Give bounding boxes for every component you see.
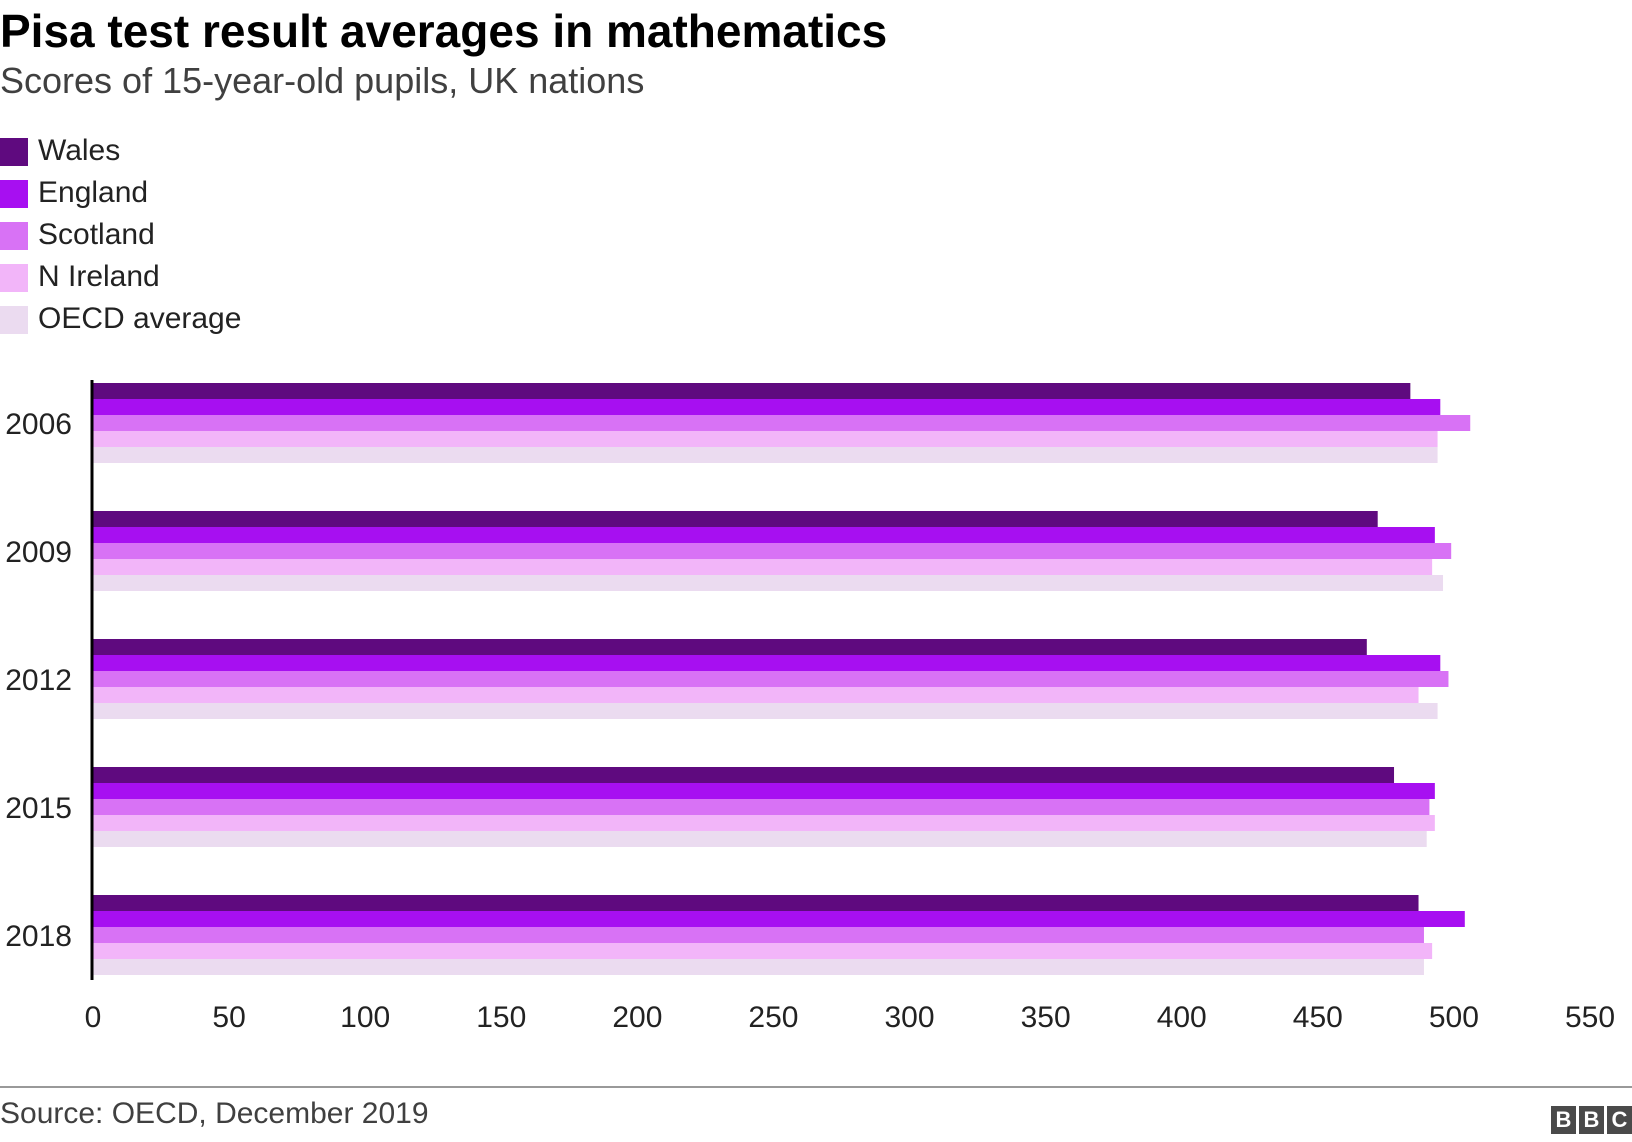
bar-n-ireland-2012: [93, 687, 1419, 703]
bbc-logo-letter: B: [1579, 1106, 1604, 1134]
bar-scotland-2009: [93, 543, 1452, 559]
bar-scotland-2018: [93, 927, 1424, 943]
x-tick-label: 350: [1021, 1001, 1071, 1034]
x-tick-label: 100: [340, 1001, 390, 1034]
x-tick-label: 250: [748, 1001, 798, 1034]
bar-scotland-2015: [93, 799, 1430, 815]
bar-scotland-2006: [93, 415, 1471, 431]
bar-wales-2006: [93, 383, 1411, 399]
y-tick-label: 2006: [5, 408, 72, 441]
bar-wales-2012: [93, 639, 1367, 655]
y-tick-label: 2018: [5, 920, 72, 953]
chart-subtitle: Scores of 15-year-old pupils, UK nations: [0, 60, 645, 101]
bar-oecd-average-2006: [93, 447, 1438, 463]
bar-oecd-average-2012: [93, 703, 1438, 719]
legend-label-scotland: Scotland: [38, 218, 155, 251]
legend-label-n-ireland: N Ireland: [38, 260, 160, 293]
source-note: Source: OECD, December 2019: [0, 1097, 429, 1130]
legend-swatch-scotland: [0, 222, 28, 250]
bar-n-ireland-2018: [93, 943, 1433, 959]
legend-label-england: England: [38, 176, 149, 209]
bar-scotland-2012: [93, 671, 1449, 687]
x-tick-label: 450: [1293, 1001, 1343, 1034]
bbc-logo: B B C: [1551, 1106, 1632, 1134]
bar-n-ireland-2015: [93, 815, 1435, 831]
bar-england-2009: [93, 527, 1435, 543]
bar-n-ireland-2009: [93, 559, 1433, 575]
x-tick-label: 50: [212, 1001, 245, 1034]
bar-oecd-average-2018: [93, 959, 1424, 975]
x-tick-label: 0: [85, 1001, 102, 1034]
bar-wales-2009: [93, 511, 1378, 527]
legend-label-wales: Wales: [38, 134, 121, 167]
bar-chart: 2006 2009 2012 2015 2018 0 50 100 150 200 250 300 35…: [5, 380, 1615, 1034]
x-tick-label: 550: [1565, 1001, 1615, 1034]
y-tick-label: 2009: [5, 536, 72, 569]
x-tick-label: 300: [885, 1001, 935, 1034]
footer-divider: [0, 1086, 1632, 1088]
bar-england-2012: [93, 655, 1441, 671]
legend-swatch-england: [0, 180, 28, 208]
legend-label-oecd-average: OECD average: [38, 302, 242, 335]
chart-title: Pisa test result averages in mathematics: [0, 5, 888, 57]
bbc-logo-letter: C: [1607, 1106, 1632, 1134]
legend-swatch-n-ireland: [0, 264, 28, 292]
bar-oecd-average-2015: [93, 831, 1427, 847]
legend-swatch-oecd-average: [0, 306, 28, 334]
bar-oecd-average-2009: [93, 575, 1444, 591]
bar-n-ireland-2006: [93, 431, 1438, 447]
bar-wales-2015: [93, 767, 1395, 783]
x-tick-label: 150: [476, 1001, 526, 1034]
bar-england-2015: [93, 783, 1435, 799]
y-tick-label: 2012: [5, 664, 72, 697]
bbc-logo-letter: B: [1551, 1106, 1576, 1134]
bar-wales-2018: [93, 895, 1419, 911]
x-tick-label: 400: [1157, 1001, 1207, 1034]
legend-swatch-wales: [0, 138, 28, 166]
x-tick-label: 500: [1429, 1001, 1479, 1034]
y-tick-label: 2015: [5, 792, 72, 825]
bar-england-2006: [93, 399, 1441, 415]
bar-england-2018: [93, 911, 1465, 927]
x-tick-label: 200: [612, 1001, 662, 1034]
